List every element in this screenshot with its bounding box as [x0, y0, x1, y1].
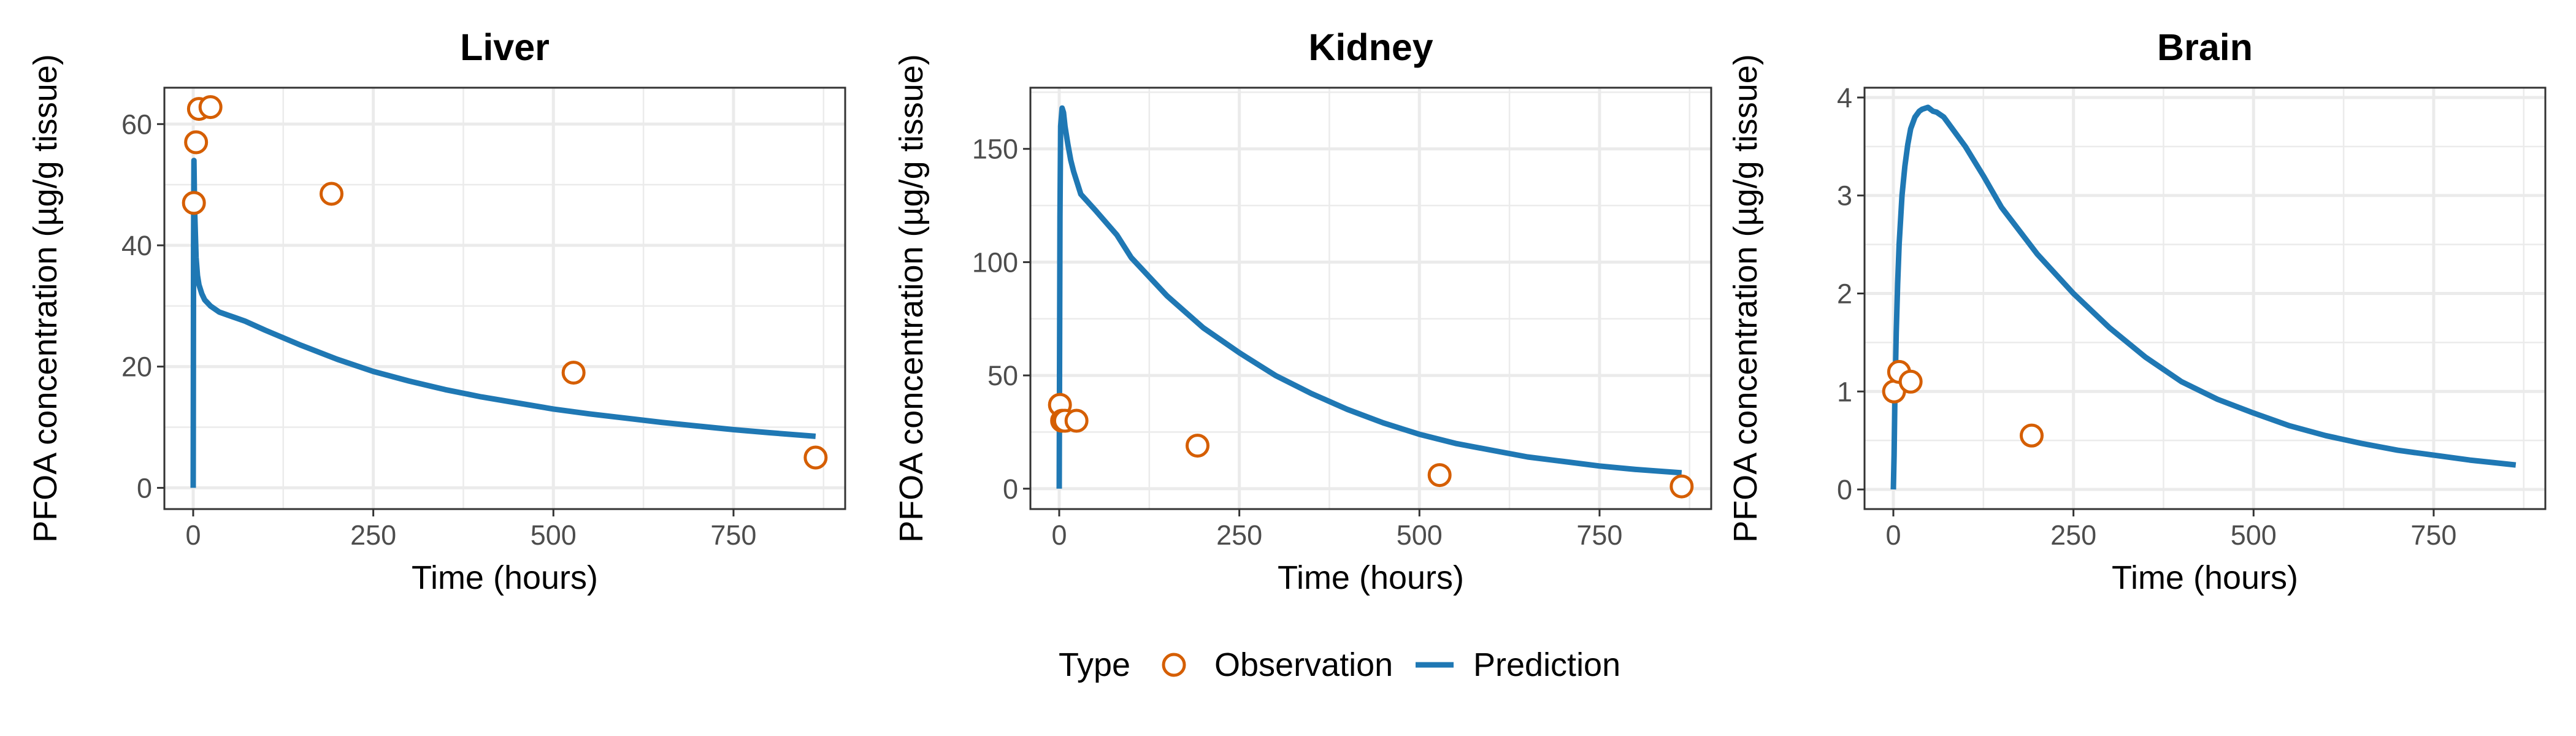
y-tick-label: 3	[1837, 180, 1852, 212]
panel-kidney: 0 250 500 750 0 50 100 150 Kidney Time (hours) PFO…	[893, 26, 1712, 596]
observation-point	[320, 182, 344, 206]
panel-background	[1030, 88, 1711, 509]
y-tick-label: 0	[1003, 473, 1018, 505]
y-tick-label: 0	[137, 472, 152, 504]
y-tick-label: 60	[121, 109, 152, 140]
panel-brain: 0 250 500 750 0 1 2 3 4 Brain Time (hours) PFOA con…	[1727, 26, 2547, 596]
observation-point	[198, 95, 223, 120]
y-tick-label: 100	[972, 247, 1018, 278]
observation-point	[1064, 408, 1089, 433]
y-tick-label: 4	[1837, 82, 1852, 113]
y-tick-label: 40	[121, 230, 152, 261]
panel-border	[1863, 86, 2547, 510]
observation-point	[1427, 463, 1452, 488]
observation-point	[182, 191, 206, 215]
x-tick-label: 750	[710, 519, 756, 551]
x-tick-label: 500	[1397, 519, 1443, 551]
y-axis-title: PFOA concentration (µg/g tissue)	[27, 54, 64, 542]
observation-point	[184, 130, 209, 155]
observation-point	[561, 361, 586, 385]
y-tick-label: 1	[1837, 376, 1852, 407]
legend-key-observation	[1162, 653, 1186, 677]
y-axis-title: PFOA concentration (µg/g tissue)	[893, 54, 930, 542]
x-tick-label: 0	[185, 519, 201, 551]
observation-point	[1186, 434, 1210, 458]
x-tick-label: 250	[350, 519, 396, 551]
panel-title: Brain	[2157, 26, 2253, 68]
y-tick-label: 0	[1837, 474, 1852, 505]
panel-background	[164, 88, 845, 509]
x-tick-label: 250	[1216, 519, 1262, 551]
y-tick-label: 20	[121, 351, 152, 383]
prediction-line	[190, 158, 816, 488]
x-tick-label: 500	[531, 519, 577, 551]
x-tick-label: 750	[1576, 519, 1622, 551]
legend-label-prediction: Prediction	[1473, 646, 1620, 683]
panel-background	[1865, 88, 2545, 509]
observation-point	[803, 445, 828, 470]
legend-label-observation: Observation	[1214, 646, 1393, 683]
legend: Type Observation Prediction	[1059, 646, 1620, 683]
observation-point	[1898, 369, 1923, 394]
panel-border	[163, 86, 846, 510]
y-tick-label: 150	[972, 134, 1018, 165]
legend-title: Type	[1059, 646, 1130, 683]
y-tick-label: 50	[987, 360, 1018, 391]
observation-point	[2020, 423, 2044, 448]
x-tick-label: 250	[2050, 519, 2096, 551]
x-tick-label: 750	[2410, 519, 2456, 551]
panel-title: Kidney	[1308, 26, 1433, 68]
x-tick-label: 500	[2231, 519, 2277, 551]
x-axis-title: Time (hours)	[2112, 559, 2298, 596]
prediction-line	[1056, 105, 1682, 489]
x-tick-label: 0	[1051, 519, 1067, 551]
y-axis-title: PFOA concentration (µg/g tissue)	[1727, 54, 1764, 542]
panel-border	[1029, 86, 1712, 510]
panel-liver: 0 250 500 750 0 20 40 60 Liver Time (hours) PFOA c…	[27, 26, 846, 596]
y-tick-label: 2	[1837, 278, 1852, 310]
prediction-line	[1890, 104, 2517, 490]
x-tick-label: 0	[1885, 519, 1901, 551]
panel-title: Liver	[460, 26, 550, 68]
observation-point	[1669, 474, 1694, 499]
x-axis-title: Time (hours)	[412, 559, 598, 596]
x-axis-title: Time (hours)	[1278, 559, 1464, 596]
